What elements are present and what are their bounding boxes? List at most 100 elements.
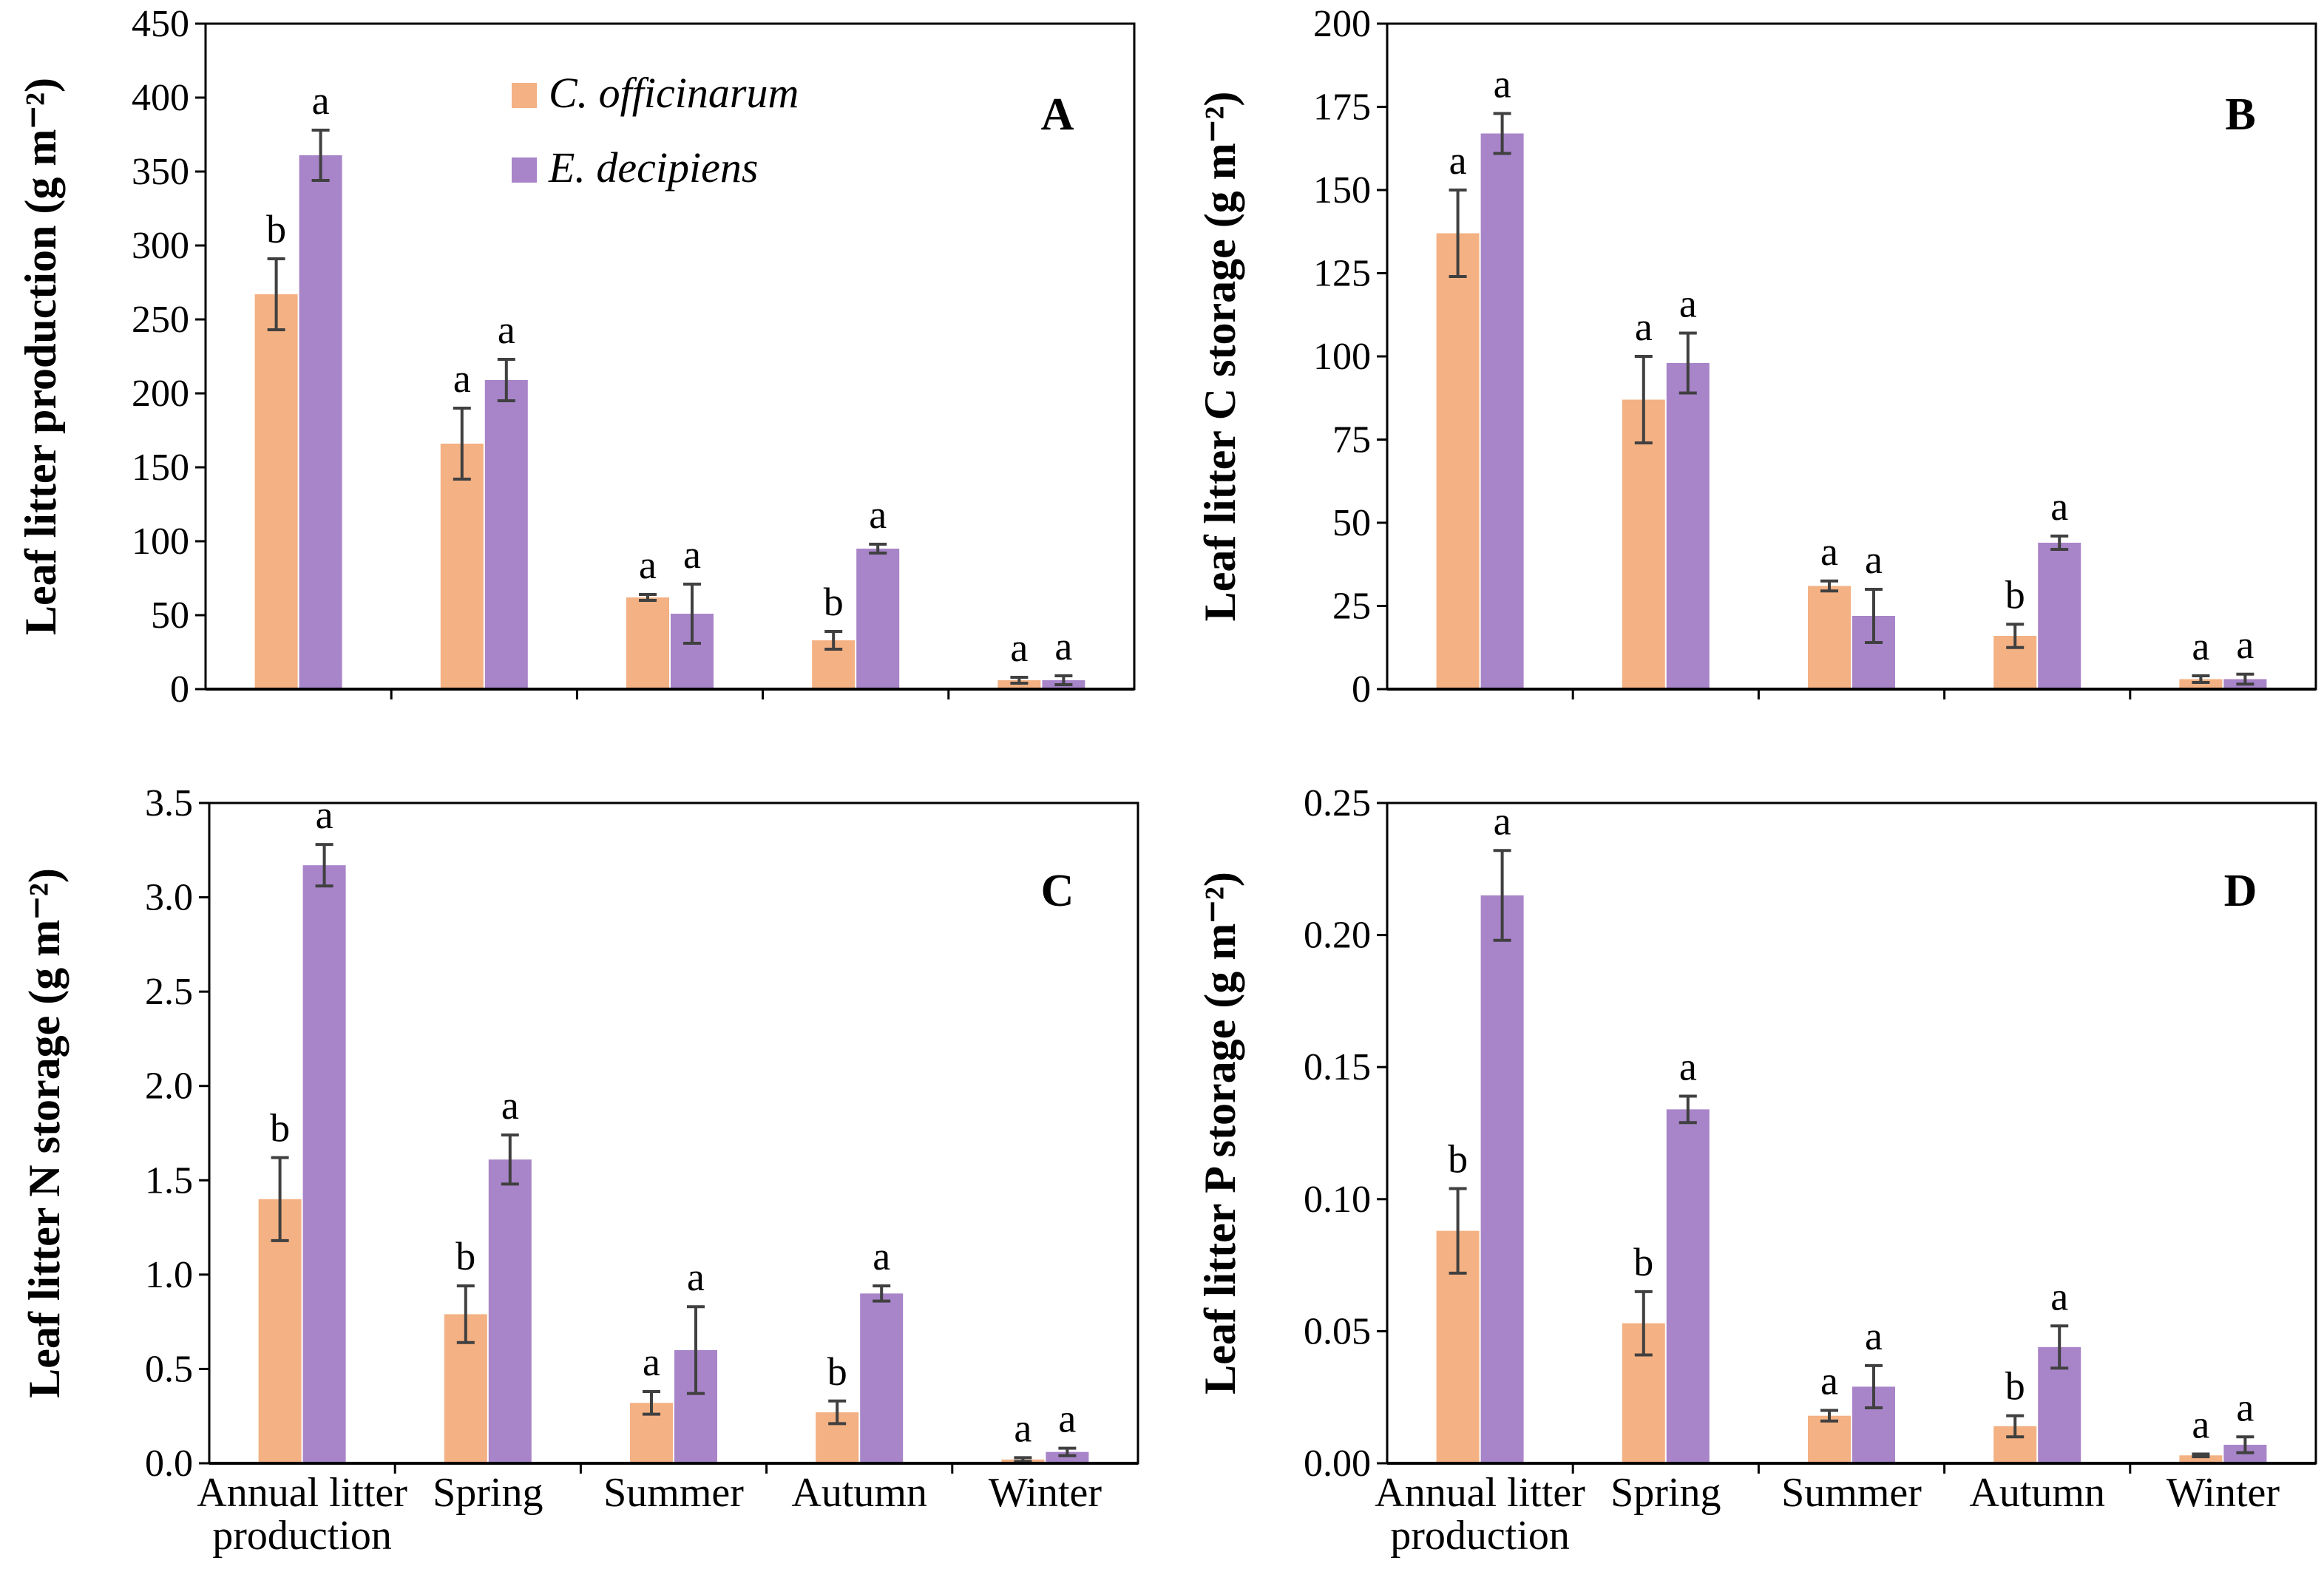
bar-c-officinarum-summer — [1808, 1415, 1851, 1463]
y-tick-label: 0.5 — [145, 1348, 193, 1390]
y-tick-label: 0.0 — [145, 1443, 193, 1485]
x-tick-label-spring: Spring — [1610, 1470, 1721, 1516]
legend-swatch-c-officinarum — [512, 83, 537, 108]
bar-c-officinarum-spring — [440, 444, 484, 689]
bar-e-decipiens-annual-litter-production — [299, 155, 342, 689]
x-tick-label-winter: Winter — [2167, 1470, 2280, 1516]
significance-letter: a — [316, 793, 333, 837]
significance-letter: a — [873, 1234, 890, 1278]
panel-letter: A — [1041, 89, 1074, 140]
legend-swatch-e-decipiens — [512, 157, 537, 183]
significance-letter: a — [643, 1340, 660, 1384]
significance-letter: a — [1865, 538, 1883, 582]
bar-c-officinarum-annual-litter-production — [1436, 233, 1480, 689]
y-axis-label: Leaf litter production (g m⁻²) — [16, 78, 65, 635]
y-tick-label: 450 — [132, 3, 189, 45]
y-tick-label: 0.15 — [1304, 1046, 1371, 1088]
bar-c-officinarum-summer — [1808, 586, 1851, 689]
y-tick-label: 150 — [1313, 169, 1371, 211]
legend-label-e-decipiens: E. decipiens — [548, 143, 758, 192]
significance-letter: b — [2005, 1364, 2025, 1409]
y-tick-label: 50 — [1332, 502, 1371, 544]
y-tick-label: 3.5 — [145, 782, 193, 824]
significance-letter: b — [827, 1349, 847, 1394]
y-tick-label: 50 — [151, 594, 189, 637]
significance-letter: a — [1058, 1397, 1076, 1441]
x-tick-label-annual-litter-production: Annual litter — [1375, 1470, 1585, 1516]
y-tick-label: 100 — [1313, 336, 1371, 378]
significance-letter: a — [2236, 623, 2254, 667]
significance-letter: b — [455, 1234, 475, 1278]
bar-e-decipiens-spring — [1666, 363, 1710, 689]
significance-letter: a — [639, 543, 657, 587]
significance-letter: a — [1679, 282, 1697, 326]
significance-letter: b — [266, 207, 286, 251]
y-tick-label: 125 — [1313, 253, 1371, 295]
significance-letter: a — [1054, 624, 1072, 668]
panel-letter: C — [1041, 866, 1074, 916]
bar-e-decipiens-annual-litter-production — [302, 865, 346, 1463]
bar-c-officinarum-annual-litter-production — [258, 1199, 302, 1463]
significance-letter: a — [2050, 1274, 2068, 1318]
y-tick-label: 350 — [132, 151, 189, 193]
y-tick-label: 2.0 — [145, 1065, 193, 1108]
x-tick-label-annual-litter-production: production — [212, 1513, 392, 1559]
significance-letter: b — [1633, 1240, 1653, 1284]
y-tick-label: 400 — [132, 77, 189, 119]
bar-e-decipiens-autumn — [856, 549, 900, 689]
significance-letter: a — [2050, 484, 2068, 529]
significance-letter: b — [270, 1106, 290, 1150]
bar-c-officinarum-annual-litter-production — [254, 294, 298, 689]
panel-c: 0.0 0.5 1.0 1.5 2.0 2.5 3.0 3.5 Leaf litter N st… — [20, 782, 1139, 1559]
significance-letter: b — [824, 580, 844, 624]
y-tick-label: 0.00 — [1304, 1443, 1371, 1485]
x-tick-label-winter: Winter — [989, 1470, 1102, 1516]
significance-letter: a — [1635, 305, 1653, 349]
significance-letter: a — [501, 1083, 519, 1128]
bar-c-officinarum-summer — [626, 597, 669, 689]
significance-letter: a — [1014, 1406, 1031, 1450]
bar-e-decipiens-spring — [484, 380, 528, 689]
y-axis-label: Leaf litter P storage (g m⁻²) — [1196, 872, 1244, 1394]
panel-b: 0 25 50 75 100 125 150 175 200 Leaf litter C stor… — [1196, 3, 2317, 711]
y-tick-label: 0 — [170, 668, 189, 711]
panel-a: 0 50 100 150 200 250 300 350 400 450 Leaf litter p… — [16, 3, 1136, 711]
significance-letter: a — [1494, 62, 1511, 106]
y-tick-label: 0.20 — [1304, 915, 1371, 957]
y-tick-label: 300 — [132, 225, 189, 267]
y-tick-label: 0.10 — [1304, 1179, 1371, 1221]
x-tick-label-autumn: Autumn — [1969, 1470, 2105, 1516]
bar-e-decipiens-autumn — [2038, 543, 2081, 689]
significance-letter: a — [453, 356, 471, 401]
y-tick-label: 25 — [1332, 586, 1371, 628]
y-tick-label: 2.5 — [145, 971, 193, 1013]
significance-letter: b — [1448, 1137, 1468, 1182]
significance-letter: a — [498, 308, 515, 352]
y-tick-label: 75 — [1332, 419, 1371, 461]
y-tick-label: 0 — [1352, 668, 1371, 711]
bar-c-officinarum-winter — [2179, 1455, 2223, 1463]
significance-letter: a — [2236, 1385, 2254, 1429]
bar-e-decipiens-spring — [1666, 1109, 1710, 1463]
y-axis-label: Leaf litter C storage (g m⁻²) — [1196, 92, 1244, 622]
y-tick-label: 1.5 — [145, 1159, 193, 1202]
y-tick-label: 1.0 — [145, 1254, 193, 1296]
significance-letter: a — [687, 1255, 705, 1299]
legend: C. officinarum E. decipiens — [512, 69, 799, 192]
y-tick-label: 250 — [132, 299, 189, 341]
bar-e-decipiens-annual-litter-production — [1480, 133, 1524, 689]
significance-letter: a — [2192, 624, 2209, 668]
bar-c-officinarum-winter — [2179, 679, 2223, 689]
y-tick-label: 175 — [1313, 87, 1371, 129]
panel-letter: D — [2224, 866, 2257, 916]
x-tick-label-annual-litter-production: production — [1390, 1513, 1570, 1559]
bar-e-decipiens-winter — [1046, 1451, 1089, 1463]
significance-letter: a — [683, 532, 701, 577]
y-tick-label: 3.0 — [145, 877, 193, 919]
significance-letter: a — [1449, 138, 1467, 183]
x-tick-label-summer: Summer — [603, 1470, 744, 1516]
significance-letter: a — [1820, 529, 1838, 574]
y-tick-label: 100 — [132, 521, 189, 563]
bar-e-decipiens-spring — [488, 1159, 532, 1463]
